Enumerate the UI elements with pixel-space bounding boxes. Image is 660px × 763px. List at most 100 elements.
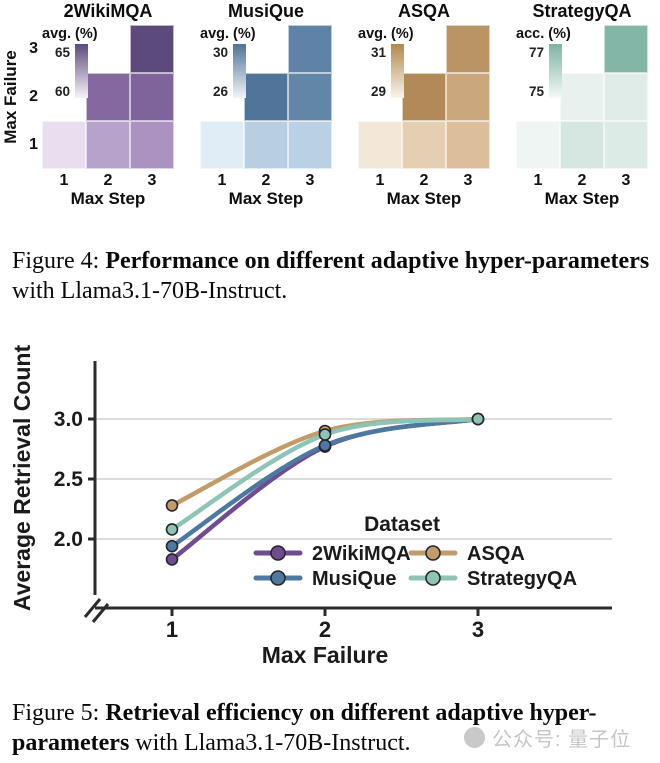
y-tick-label: 3.0 (54, 408, 83, 431)
legend-item-label-2wikimqa: 2WikiMQA (312, 543, 411, 565)
axis-break-icon (91, 603, 110, 623)
heatmap-legend-title: acc. (%) (516, 26, 571, 42)
heatmap-legend-title: avg. (%) (358, 26, 414, 42)
heatmap-colorbar (75, 44, 88, 98)
figure5-caption-rest: with Llama3.1-70B-Instruct. (129, 730, 411, 756)
heatmap-grid (42, 25, 174, 169)
heatmap-x-axis-label: Max Step (228, 189, 304, 208)
watermark-logo-icon (464, 727, 485, 748)
heatmap-x-ticks: 1 2 3 (200, 172, 332, 190)
heatmap-colorbar (549, 44, 562, 98)
x-tick-label: 3 (472, 617, 484, 642)
heatmap-cell-f1-s2 (86, 121, 130, 169)
heatmap-x-tick-label: 2 (577, 172, 587, 189)
heatmap-cell-f1-s3 (604, 121, 648, 169)
heatmap-panel-title: 2WikiMQA (63, 1, 153, 21)
data-point-musique-x1 (165, 539, 179, 553)
heatmap-legend-min: 26 (212, 84, 228, 99)
heatmap-legend-title: avg. (%) (42, 26, 98, 42)
watermark: 公众号: 量子位 (464, 723, 631, 752)
heatmap-cell-f2-s3 (288, 73, 332, 121)
heatmap-cell-f2-s3 (446, 73, 490, 121)
heatmap-grid (358, 25, 490, 169)
heatmap-x-tick-label: 2 (261, 172, 271, 189)
figure4-caption-rest: with Llama3.1-70B-Instruct. (12, 278, 288, 304)
heatmap-x-tick-label: 3 (621, 172, 631, 189)
heatmap-legend-min: 29 (370, 84, 386, 99)
heatmap-x-tick-label: 1 (217, 172, 227, 189)
heatmap-legend-max: 30 (212, 45, 228, 60)
heatmap-cell-f3-s3 (130, 25, 174, 73)
axis-break-icon (83, 598, 102, 618)
heatmap-x-tick-label: 3 (463, 172, 473, 189)
x-axis-label: Max Failure (262, 642, 389, 668)
heatmap-x-axis-label: Max Step (70, 189, 146, 208)
data-point-strategyqa-x3 (471, 412, 485, 426)
x-tick-label: 1 (166, 617, 178, 642)
heatmap-legend-max: 31 (370, 45, 386, 60)
figure4-heatmaps: Max Failure 3 2 1 2WikiMQA avg. (%) 65 60 1 2 3 Ma… (0, 0, 660, 220)
heatmap-cell-f1-s1 (42, 121, 86, 169)
heatmap-x-axis-label: Max Step (386, 189, 462, 208)
figure5-caption-prefix: Figure 5: (12, 700, 106, 726)
heatmap-panel-title: MusiQue (227, 1, 304, 21)
heatmap-panel-asqa: ASQA avg. (%) 31 29 1 2 3 Max Step (358, 0, 490, 215)
legend-item-label-strategyqa: StrategyQA (467, 568, 577, 590)
fig4-y-tick-label: 2 (29, 88, 38, 105)
figure4-caption: Figure 4: Performance on different adapt… (12, 246, 654, 306)
figure5-line-chart: 2.0 2.5 3.0 1 2 3 Max Failure Average Retrieval… (9, 345, 612, 668)
heatmap-grid (516, 25, 648, 169)
heatmap-x-tick-label: 1 (375, 172, 385, 189)
watermark-text: 公众号: 量子位 (492, 729, 632, 751)
fig4-y-axis-label: Max Failure (1, 50, 20, 144)
figure5-caption-bold: Retrieval efficiency on different adapti… (12, 700, 597, 756)
heatmap-cell-f1-s3 (446, 121, 490, 169)
heatmap-x-tick-label: 2 (103, 172, 113, 189)
legend-marker-dot-musique (270, 570, 286, 586)
heatmap-cell-f1-s1 (200, 121, 244, 169)
heatmap-cell-f2-s2 (402, 73, 446, 121)
heatmap-panel-2wikimqa: 2WikiMQA avg. (%) 65 60 1 2 3 Max Step (42, 0, 174, 215)
heatmap-cell-f1-s2 (244, 121, 288, 169)
heatmap-x-axis-label: Max Step (544, 189, 620, 208)
heatmap-grid (200, 25, 332, 169)
heatmap-legend-max: 77 (528, 45, 544, 60)
y-tick-label: 2.5 (54, 468, 84, 491)
heatmap-x-tick-label: 3 (147, 172, 157, 189)
legend-marker-dot-asqa (425, 545, 441, 561)
legend-item-label-asqa: ASQA (467, 543, 525, 565)
heatmap-x-tick-label: 2 (419, 172, 429, 189)
heatmap-cell-f1-s1 (516, 121, 560, 169)
y-tick-label: 2.0 (54, 528, 83, 551)
heatmap-cell-f3-s3 (604, 25, 648, 73)
legend-marker-dot-strategyqa (425, 570, 441, 586)
legend-item-label-musique: MusiQue (312, 568, 396, 590)
x-tick-label: 2 (319, 617, 331, 642)
heatmap-cell-f2-s2 (244, 73, 288, 121)
heatmap-legend-min: 75 (528, 84, 544, 99)
heatmap-x-tick-label: 1 (533, 172, 543, 189)
heatmap-cell-f2-s3 (604, 73, 648, 121)
heatmap-legend-max: 65 (54, 45, 70, 60)
data-point-musique-x2 (318, 439, 332, 452)
heatmap-legend-min: 60 (54, 84, 70, 99)
heatmap-cell-f1-s2 (402, 121, 446, 169)
heatmap-panel-title: StrategyQA (532, 1, 632, 21)
data-point-strategyqa-x1 (165, 523, 179, 536)
heatmap-x-tick-label: 1 (59, 172, 69, 189)
heatmap-colorbar (233, 44, 246, 98)
legend-title: Dataset (364, 513, 440, 536)
heatmap-x-ticks: 1 2 3 (516, 172, 648, 190)
data-point-asqa-x1 (165, 499, 179, 512)
heatmap-colorbar (391, 44, 404, 98)
heatmap-cell-f1-s3 (288, 121, 332, 169)
heatmap-x-tick-label: 3 (305, 172, 315, 189)
heatmap-cell-f3-s3 (288, 25, 332, 73)
heatmap-panel-title: ASQA (397, 1, 450, 21)
figure4-caption-prefix: Figure 4: (12, 248, 106, 274)
heatmap-panel-musique: MusiQue avg. (%) 30 26 1 2 3 Max Step (200, 0, 332, 215)
heatmap-cell-f2-s2 (560, 73, 604, 121)
heatmap-cell-f2-s3 (130, 73, 174, 121)
heatmap-cell-f2-s2 (86, 73, 130, 121)
figure4-caption-bold: Performance on different adaptive hyper-… (105, 248, 650, 274)
